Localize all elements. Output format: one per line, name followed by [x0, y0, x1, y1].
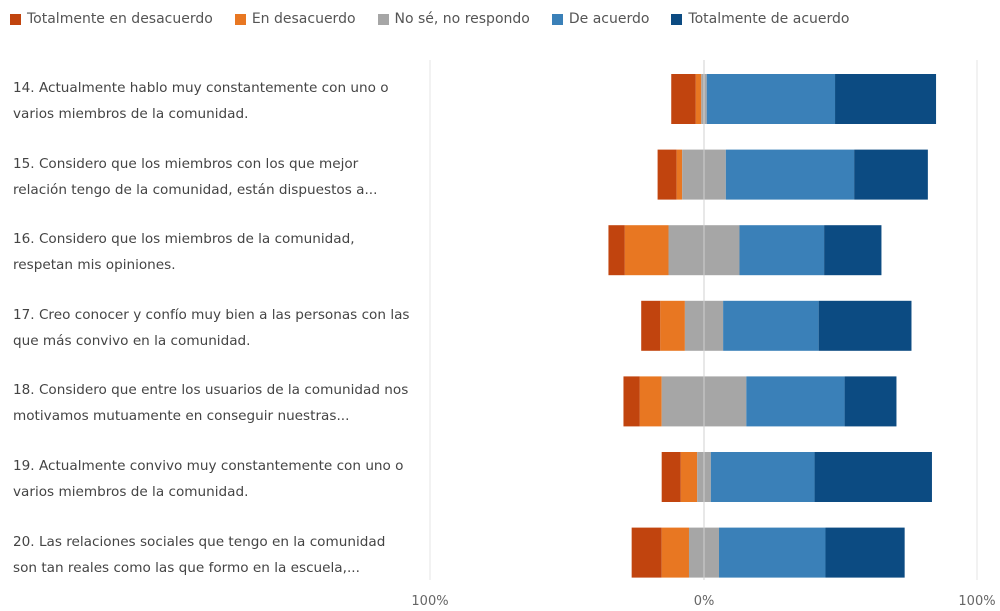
legend-item[interactable]: Totalmente de acuerdo [671, 11, 849, 27]
bar-segment[interactable] [723, 300, 819, 351]
category-label: 14. Actualmente hablo muy constantemente… [13, 80, 389, 122]
category-label: 20. Las relaciones sociales que tengo en… [13, 533, 386, 576]
legend-label: Totalmente de acuerdo [688, 11, 850, 27]
bar-segment[interactable] [844, 376, 897, 427]
x-tick-label: 100% [958, 594, 995, 609]
legend-label: En desacuerdo [251, 11, 356, 27]
bar-segment[interactable] [623, 376, 640, 427]
legend-label: Totalmente en desacuerdo [27, 11, 213, 27]
bar-segment[interactable] [680, 452, 698, 502]
legend-swatch [234, 13, 246, 25]
category-label: 17. Creo conocer y confío muy bien a las… [13, 306, 410, 349]
bar-row [641, 300, 912, 351]
category-label: 16. Considero que los miembros de la com… [13, 231, 355, 274]
category-label: 15. Considero que los miembros con los q… [13, 155, 378, 198]
bar-segment[interactable] [710, 452, 815, 502]
bar-segment[interactable] [661, 527, 689, 578]
bar-row [671, 74, 937, 124]
category-labels: 14. Actualmente hablo muy constantemente… [0, 0, 420, 611]
bar-segment[interactable] [725, 149, 855, 200]
bar-segment[interactable] [624, 225, 669, 276]
legend-item[interactable]: Totalmente en desacuerdo [10, 11, 213, 27]
legend-swatch [10, 13, 21, 25]
bar-segment[interactable] [835, 74, 937, 124]
bar-segment[interactable] [706, 74, 836, 124]
bar-row [608, 225, 882, 276]
bar-segment[interactable] [660, 300, 685, 351]
chart-legend: Totalmente en desacuerdo En desacuerdo No … [10, 8, 871, 30]
legend-item[interactable]: En desacuerdo [234, 11, 356, 27]
bar-segment[interactable] [746, 376, 845, 427]
bar-segment[interactable] [639, 376, 662, 427]
bar-segment[interactable] [719, 527, 826, 578]
bar-row [623, 376, 897, 427]
bar-segment[interactable] [657, 149, 677, 200]
legend-swatch [377, 13, 389, 25]
x-tick-label: 100% [411, 594, 448, 609]
bar-segment[interactable] [818, 300, 912, 351]
bar-segment[interactable] [824, 225, 882, 276]
bar-row [631, 527, 905, 578]
category-label: 19. Actualmente convivo muy constantemen… [13, 458, 404, 500]
legend-swatch [551, 13, 563, 25]
bar-segment[interactable] [641, 300, 661, 351]
legend-swatch [671, 13, 683, 25]
legend-label: De acuerdo [568, 11, 650, 27]
category-label: 18. Considero que entre los usuarios de … [13, 382, 409, 425]
bar-row [657, 149, 928, 200]
bar-segment[interactable] [661, 452, 681, 502]
bar-segment[interactable] [631, 527, 662, 578]
x-tick-label: 0% [694, 594, 715, 609]
legend-label: No sé, no respondo [394, 11, 530, 27]
bar-row [661, 452, 932, 502]
bar-segment[interactable] [695, 74, 702, 124]
bar-segment[interactable] [676, 149, 683, 200]
bar-segment[interactable] [825, 527, 905, 578]
bar-segment[interactable] [854, 149, 928, 200]
bar-segment[interactable] [739, 225, 825, 276]
legend-item[interactable]: De acuerdo [551, 11, 650, 27]
bar-segment[interactable] [608, 225, 625, 276]
legend-item[interactable]: No sé, no respondo [377, 11, 530, 27]
bar-segment[interactable] [814, 452, 932, 502]
bar-segment[interactable] [671, 74, 696, 124]
